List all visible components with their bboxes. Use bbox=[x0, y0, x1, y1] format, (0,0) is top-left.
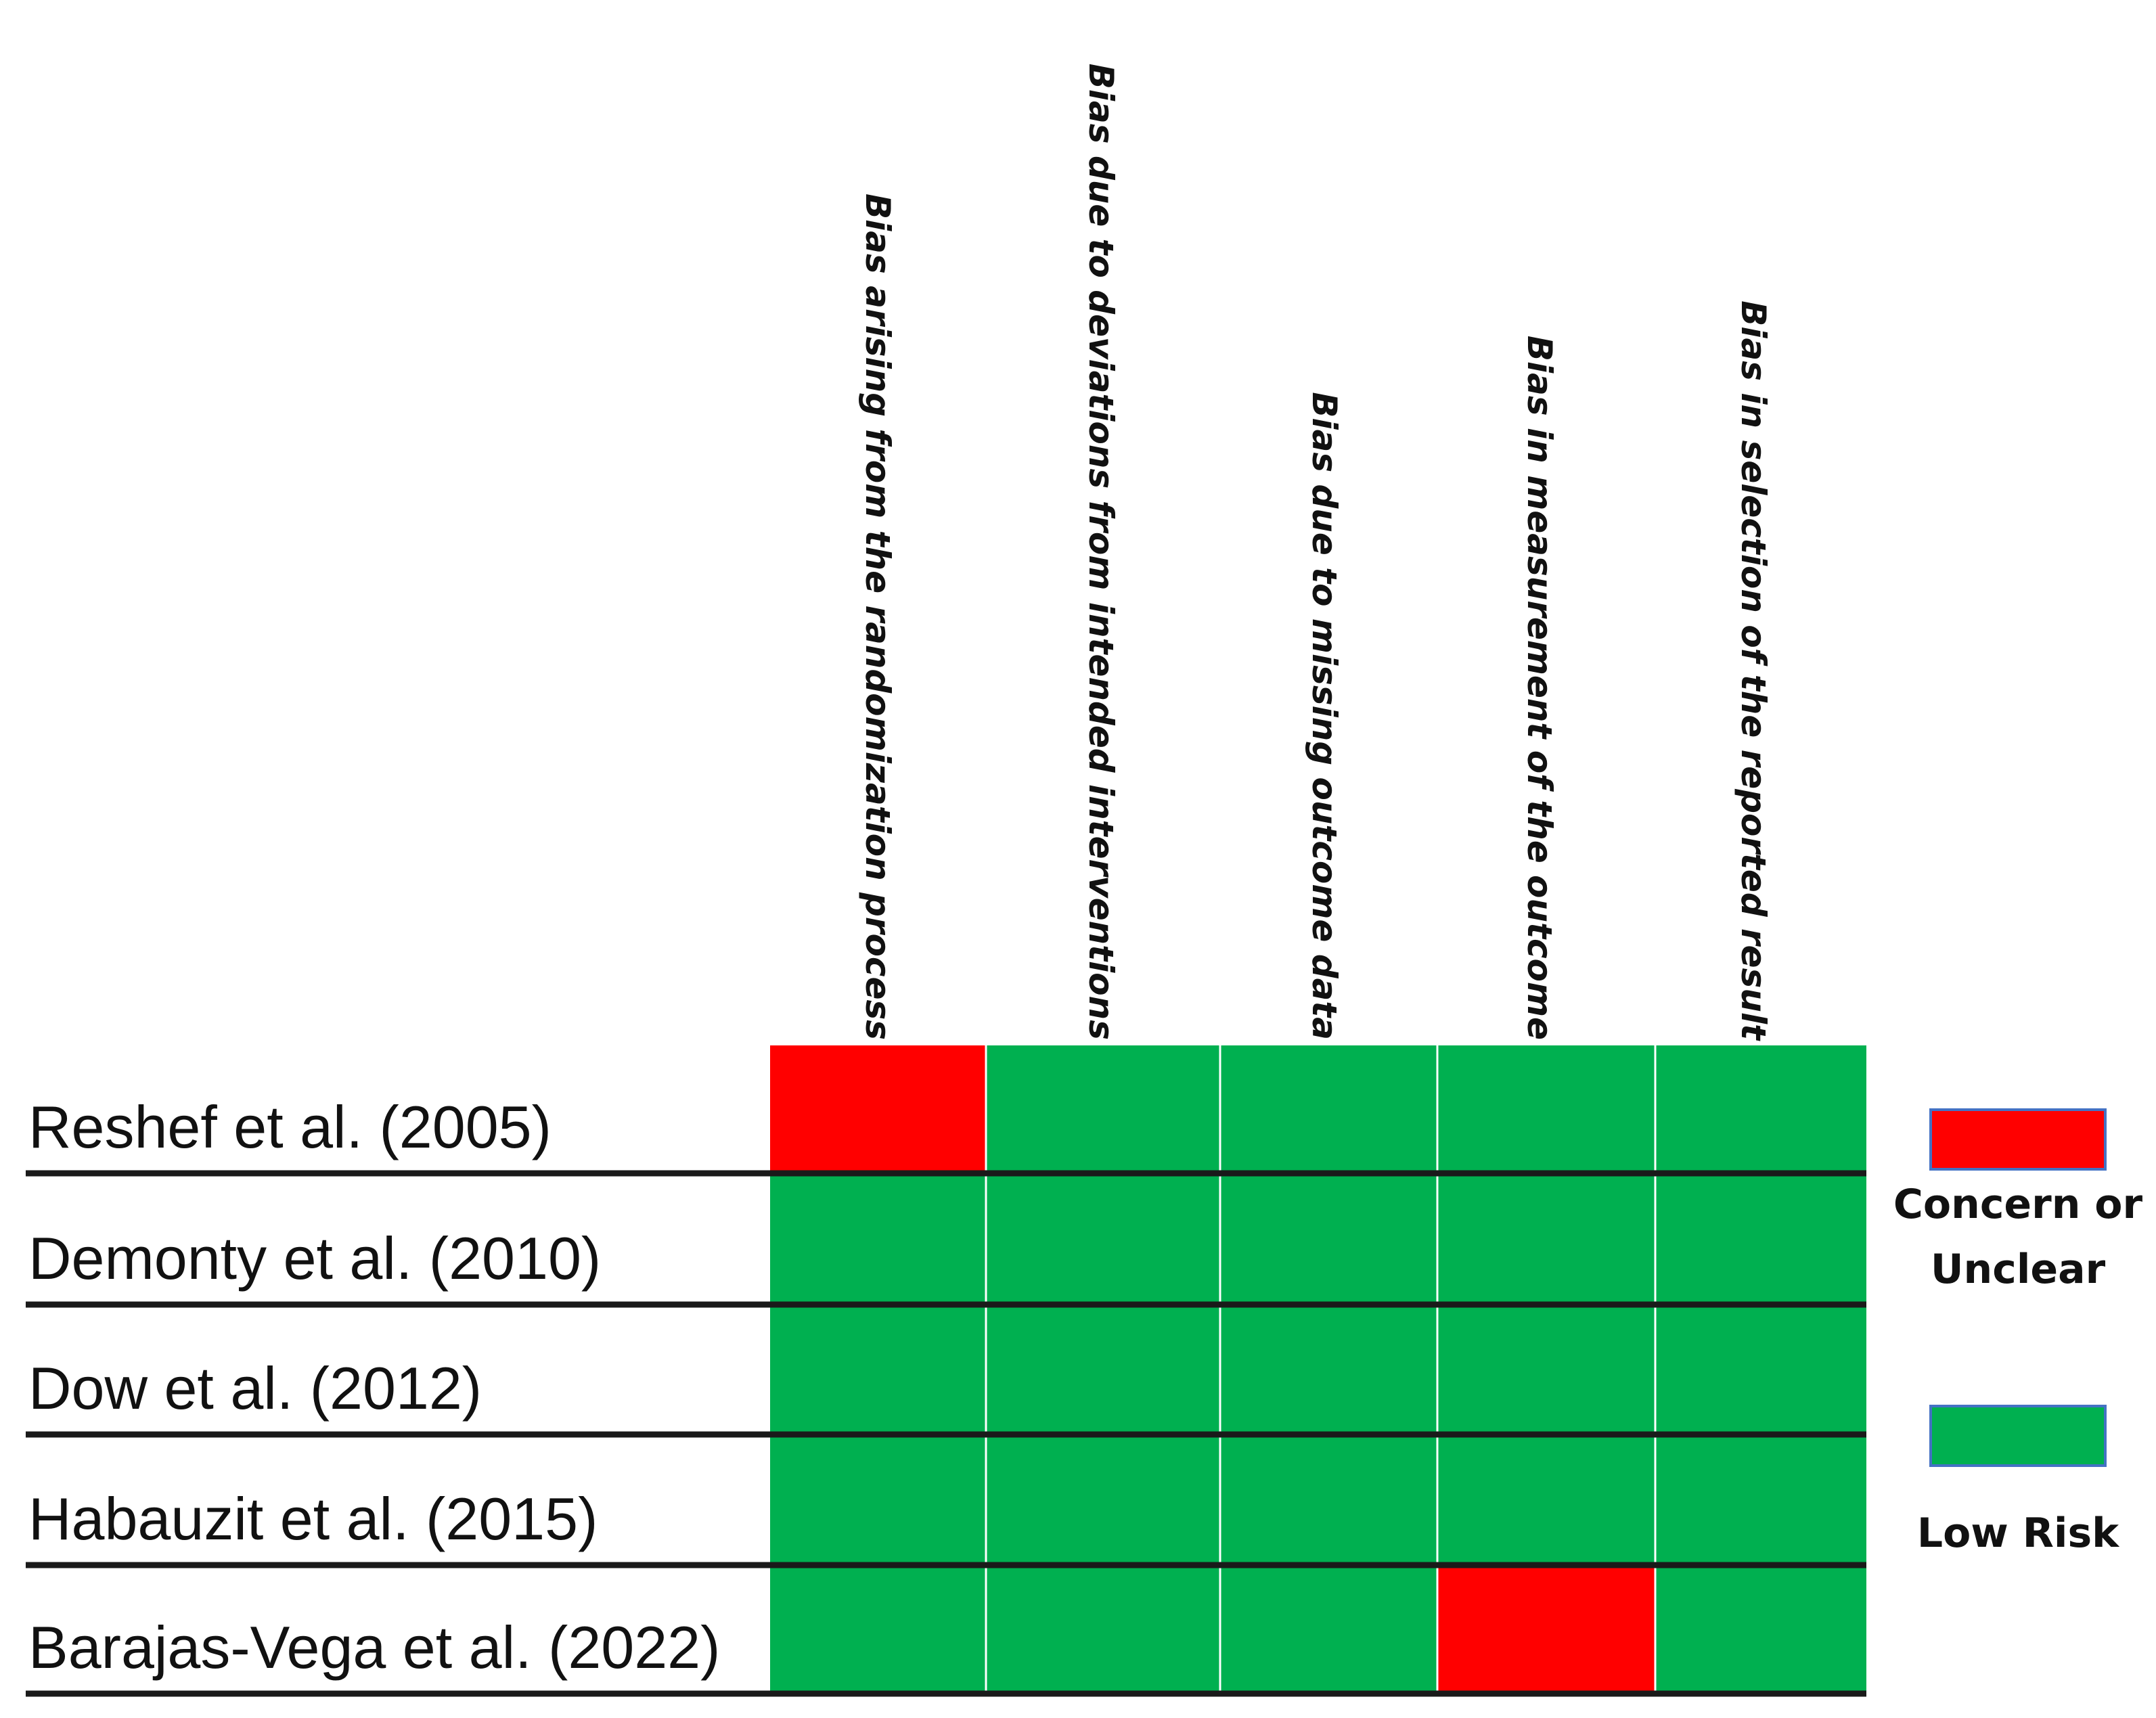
column-label: Bias arising from the randomization proc… bbox=[858, 194, 897, 1040]
cell-r3-c2 bbox=[986, 1305, 1220, 1434]
study-label: Reshef et al. (2005) bbox=[28, 1093, 552, 1160]
cell-r2-c3 bbox=[1220, 1173, 1437, 1305]
cell-r4-c4 bbox=[1437, 1434, 1655, 1565]
cell-r4-c2 bbox=[986, 1434, 1220, 1565]
column-label: Bias due to missing outcome data bbox=[1305, 392, 1344, 1040]
cell-r1-c3 bbox=[1220, 1045, 1437, 1173]
cell-r2-c2 bbox=[986, 1173, 1220, 1305]
row-separators bbox=[26, 1170, 1866, 1697]
cell-r5-c1 bbox=[770, 1565, 986, 1694]
cell-r3-c1 bbox=[770, 1305, 986, 1434]
cell-r1-c4 bbox=[1437, 1045, 1655, 1173]
cell-r3-c5 bbox=[1655, 1305, 1866, 1434]
cell-r4-c5 bbox=[1655, 1434, 1866, 1565]
legend-label: Low Risk bbox=[1917, 1510, 2120, 1557]
study-label: Barajas-Vega et al. (2022) bbox=[28, 1614, 720, 1681]
cell-r4-c3 bbox=[1220, 1434, 1437, 1565]
legend-swatch bbox=[1929, 1108, 2107, 1171]
cell-r5-c5 bbox=[1655, 1565, 1866, 1694]
column-label: Bias in measurement of the outcome bbox=[1520, 336, 1559, 1040]
cell-r2-c1 bbox=[770, 1173, 986, 1305]
cell-dividers bbox=[985, 1045, 1657, 1694]
cell-r2-c4 bbox=[1437, 1173, 1655, 1305]
legend: Concern or Unclear Low Risk bbox=[1893, 1108, 2143, 1557]
cell-r1-c5 bbox=[1655, 1045, 1866, 1173]
cell-r1-c2 bbox=[986, 1045, 1220, 1173]
cell-r5-c2 bbox=[986, 1565, 1220, 1694]
cell-r1-c1 bbox=[770, 1045, 986, 1173]
column-labels: Bias arising from the randomization proc… bbox=[858, 64, 1773, 1041]
cell-r3-c3 bbox=[1220, 1305, 1437, 1434]
cell-r2-c5 bbox=[1655, 1173, 1866, 1305]
legend-swatch bbox=[1929, 1405, 2107, 1467]
study-label: Demonty et al. (2010) bbox=[28, 1225, 601, 1292]
cell-grid bbox=[770, 1045, 1866, 1694]
row-labels: Reshef et al. (2005) Demonty et al. (2010… bbox=[28, 1093, 720, 1681]
cell-r5-c4 bbox=[1437, 1565, 1655, 1694]
legend-label: Unclear bbox=[1931, 1246, 2106, 1293]
cell-r5-c3 bbox=[1220, 1565, 1437, 1694]
legend-label: Concern or bbox=[1893, 1181, 2143, 1228]
column-label: Bias in selection of the reported result bbox=[1734, 300, 1773, 1041]
cell-r3-c4 bbox=[1437, 1305, 1655, 1434]
study-label: Habauzit et al. (2015) bbox=[28, 1485, 598, 1552]
cell-r4-c1 bbox=[770, 1434, 986, 1565]
study-label: Dow et al. (2012) bbox=[28, 1355, 482, 1422]
column-label: Bias due to deviations from intended int… bbox=[1081, 64, 1121, 1040]
